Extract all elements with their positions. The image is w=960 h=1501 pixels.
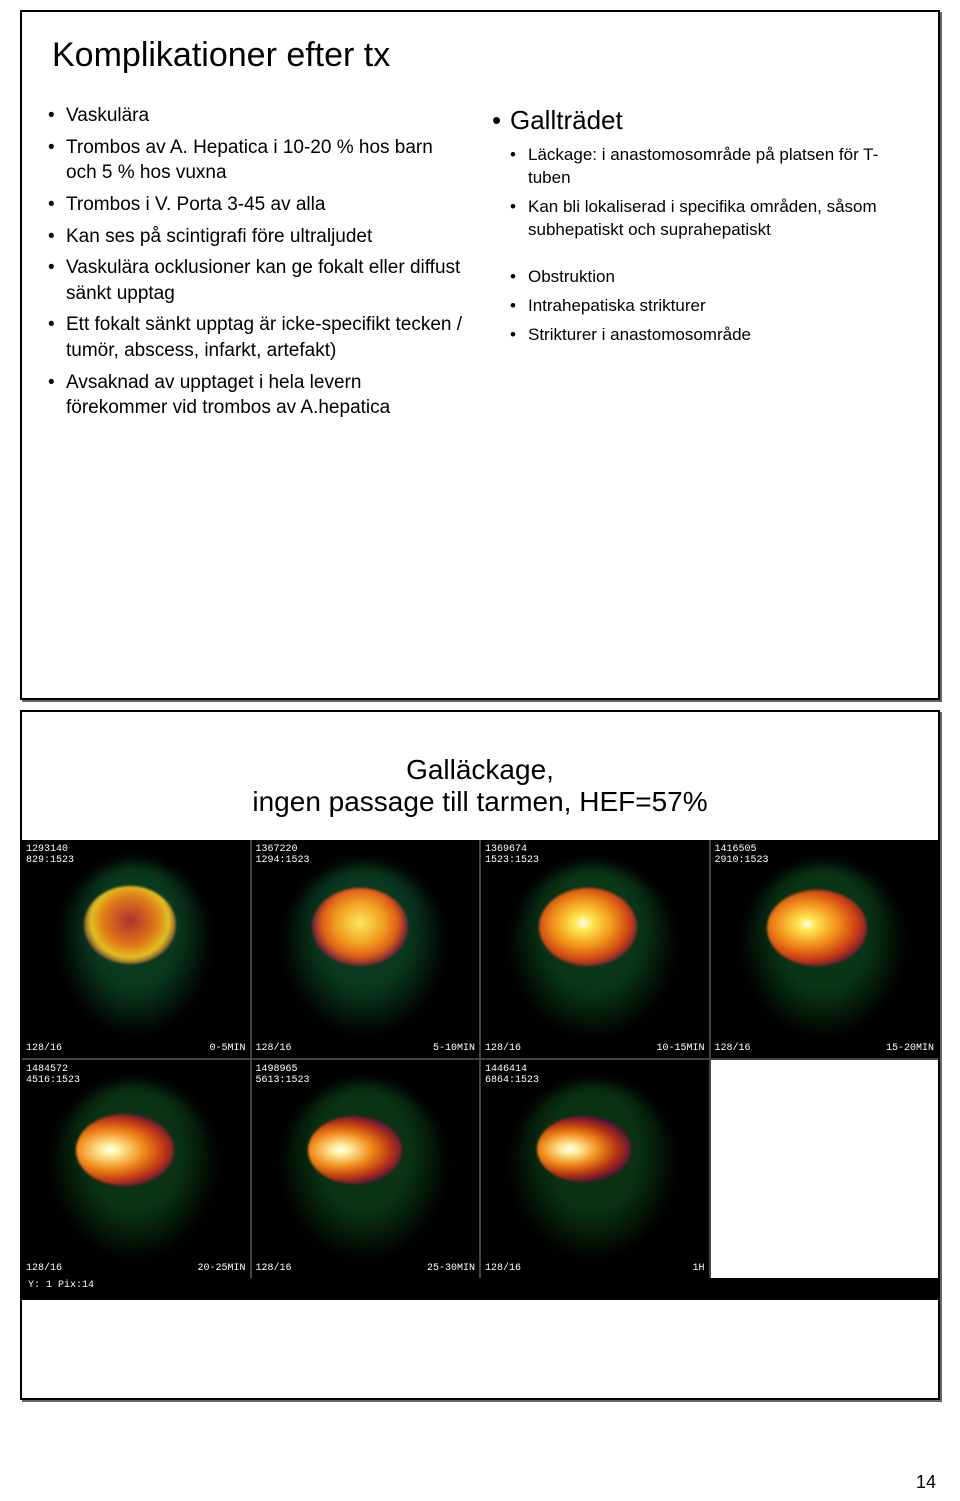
right-column: Gallträdet Läckage: i anastomosområde på… [492,103,912,427]
title-line-2: ingen passage till tarmen, HEF=57% [252,786,707,817]
list-item: Kan ses på scintigrafi före ultraljudet [48,224,468,250]
scan-core [76,1114,174,1186]
scan-label-top-left: 1369674 1523:1523 [485,844,539,866]
scan-cell-10-15min: 1369674 1523:1523 128/16 10-15MIN [481,840,711,1058]
scan-label-bottom-right: 1H [692,1263,704,1274]
scan-label-top-left: 1416505 2910:1523 [715,844,769,866]
list-item: Strikturer i anastomosområde [510,324,912,347]
scan-label-top-left: 1293140 829:1523 [26,844,74,866]
two-column-layout: Vaskulära Trombos av A. Hepatica i 10-20… [48,103,912,427]
scan-label-bottom-left: 128/16 [256,1263,292,1274]
list-item: Läckage: i anastomosområde på platsen fö… [510,144,912,190]
scan-core [84,886,176,964]
scan-label-top-left: 1367220 1294:1523 [256,844,310,866]
scan-cell-0-5min: 1293140 829:1523 128/16 0-5MIN [22,840,252,1058]
scan-label-bottom-right: 10-15MIN [656,1043,704,1054]
scan-core [312,888,408,966]
scan-core [537,1116,631,1182]
vascular-list: Vaskulära Trombos av A. Hepatica i 10-20… [48,103,468,421]
list-item: Obstruktion [510,266,912,289]
obstruction-list: Obstruktion Intrahepatiska strikturer St… [492,266,912,347]
scan-cell-25-30min: 1498965 5613:1523 128/16 25-30MIN [252,1060,482,1278]
list-item: Vaskulära [48,103,468,129]
scan-cell-blank [711,1060,939,1278]
scan-label-top-left: 1446414 6864:1523 [485,1064,539,1086]
list-item: Trombos av A. Hepatica i 10-20 % hos bar… [48,135,468,186]
list-item: Avsaknad av upptaget i hela levern förek… [48,370,468,421]
biliary-list: Läckage: i anastomosområde på platsen fö… [492,144,912,242]
scan-label-bottom-right: 20-25MIN [197,1263,245,1274]
scan-label-bottom-left: 128/16 [26,1043,62,1054]
list-item: Kan bli lokaliserad i specifika områden,… [510,196,912,242]
slide-2-title: Galläckage, ingen passage till tarmen, H… [48,754,912,818]
slide-complications: Komplikationer efter tx Vaskulära Trombo… [20,10,940,700]
scan-footer: Y: 1 Pix:14 [22,1278,938,1300]
scan-row-1: 1293140 829:1523 128/16 0-5MIN 1367220 129… [22,840,938,1058]
list-item: Intrahepatiska strikturer [510,295,912,318]
scan-label-bottom-left: 128/16 [26,1263,62,1274]
scan-label-bottom-left: 128/16 [256,1043,292,1054]
biliary-heading-list: Gallträdet [492,103,912,138]
scan-label-bottom-right: 0-5MIN [209,1043,245,1054]
slide-title: Komplikationer efter tx [52,36,912,75]
scan-cell-5-10min: 1367220 1294:1523 128/16 5-10MIN [252,840,482,1058]
scan-label-top-left: 1484572 4516:1523 [26,1064,80,1086]
list-item: Ett fokalt sänkt upptag är icke-specifik… [48,312,468,363]
scan-label-bottom-right: 15-20MIN [886,1043,934,1054]
scan-label-bottom-right: 5-10MIN [433,1043,475,1054]
scan-cell-20-25min: 1484572 4516:1523 128/16 20-25MIN [22,1060,252,1278]
scan-core [767,890,867,966]
scan-cell-1h: 1446414 6864:1523 128/16 1H [481,1060,711,1278]
column-heading: Gallträdet [492,103,912,138]
scan-cell-15-20min: 1416505 2910:1523 128/16 15-20MIN [711,840,939,1058]
scintigraphy-grid: 1293140 829:1523 128/16 0-5MIN 1367220 129… [22,840,938,1300]
spacer [492,248,912,266]
list-item: Trombos i V. Porta 3-45 av alla [48,192,468,218]
left-column: Vaskulära Trombos av A. Hepatica i 10-20… [48,103,468,427]
page-number: 14 [916,1472,936,1493]
slide-scintigraphy: Galläckage, ingen passage till tarmen, H… [20,710,940,1400]
scan-core [539,888,637,966]
scan-label-bottom-left: 128/16 [485,1043,521,1054]
scan-label-top-left: 1498965 5613:1523 [256,1064,310,1086]
list-item: Vaskulära ocklusioner kan ge fokalt elle… [48,255,468,306]
scan-row-2: 1484572 4516:1523 128/16 20-25MIN 1498965 … [22,1058,938,1278]
scan-label-bottom-left: 128/16 [715,1043,751,1054]
title-line-1: Galläckage, [406,754,554,785]
scan-core [308,1116,402,1184]
scan-label-bottom-right: 25-30MIN [427,1263,475,1274]
scan-label-bottom-left: 128/16 [485,1263,521,1274]
